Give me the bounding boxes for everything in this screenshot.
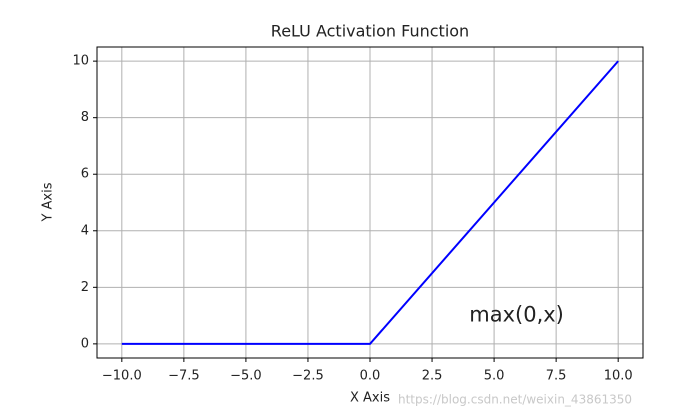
y-tick-label: 0 xyxy=(81,336,89,351)
chart-title: ReLU Activation Function xyxy=(271,22,469,41)
x-tick-label: −2.5 xyxy=(292,369,324,384)
y-tick-label: 10 xyxy=(72,54,89,69)
y-tick-label: 6 xyxy=(81,167,89,182)
x-tick-label: −7.5 xyxy=(168,369,200,384)
y-tick-label: 8 xyxy=(81,110,89,125)
x-tick-label: 7.5 xyxy=(546,369,567,384)
line-series xyxy=(121,60,619,345)
annotation: max(0,x) xyxy=(469,303,564,327)
x-tick-label: 0.0 xyxy=(360,369,381,384)
x-tick-label: −10.0 xyxy=(102,369,142,384)
x-tick-label: −5.0 xyxy=(230,369,262,384)
y-axis-label: Y Axis xyxy=(41,182,56,222)
y-tick-label: 4 xyxy=(81,223,89,238)
watermark: https://blog.csdn.net/weixin_43861350 xyxy=(398,393,632,407)
y-tick-label: 2 xyxy=(81,280,89,295)
x-axis-label: X Axis xyxy=(350,391,390,406)
x-tick-label: 5.0 xyxy=(484,369,505,384)
plot-frame xyxy=(96,46,644,359)
x-tick-label: 2.5 xyxy=(422,369,443,384)
x-tick-label: 10.0 xyxy=(604,369,633,384)
